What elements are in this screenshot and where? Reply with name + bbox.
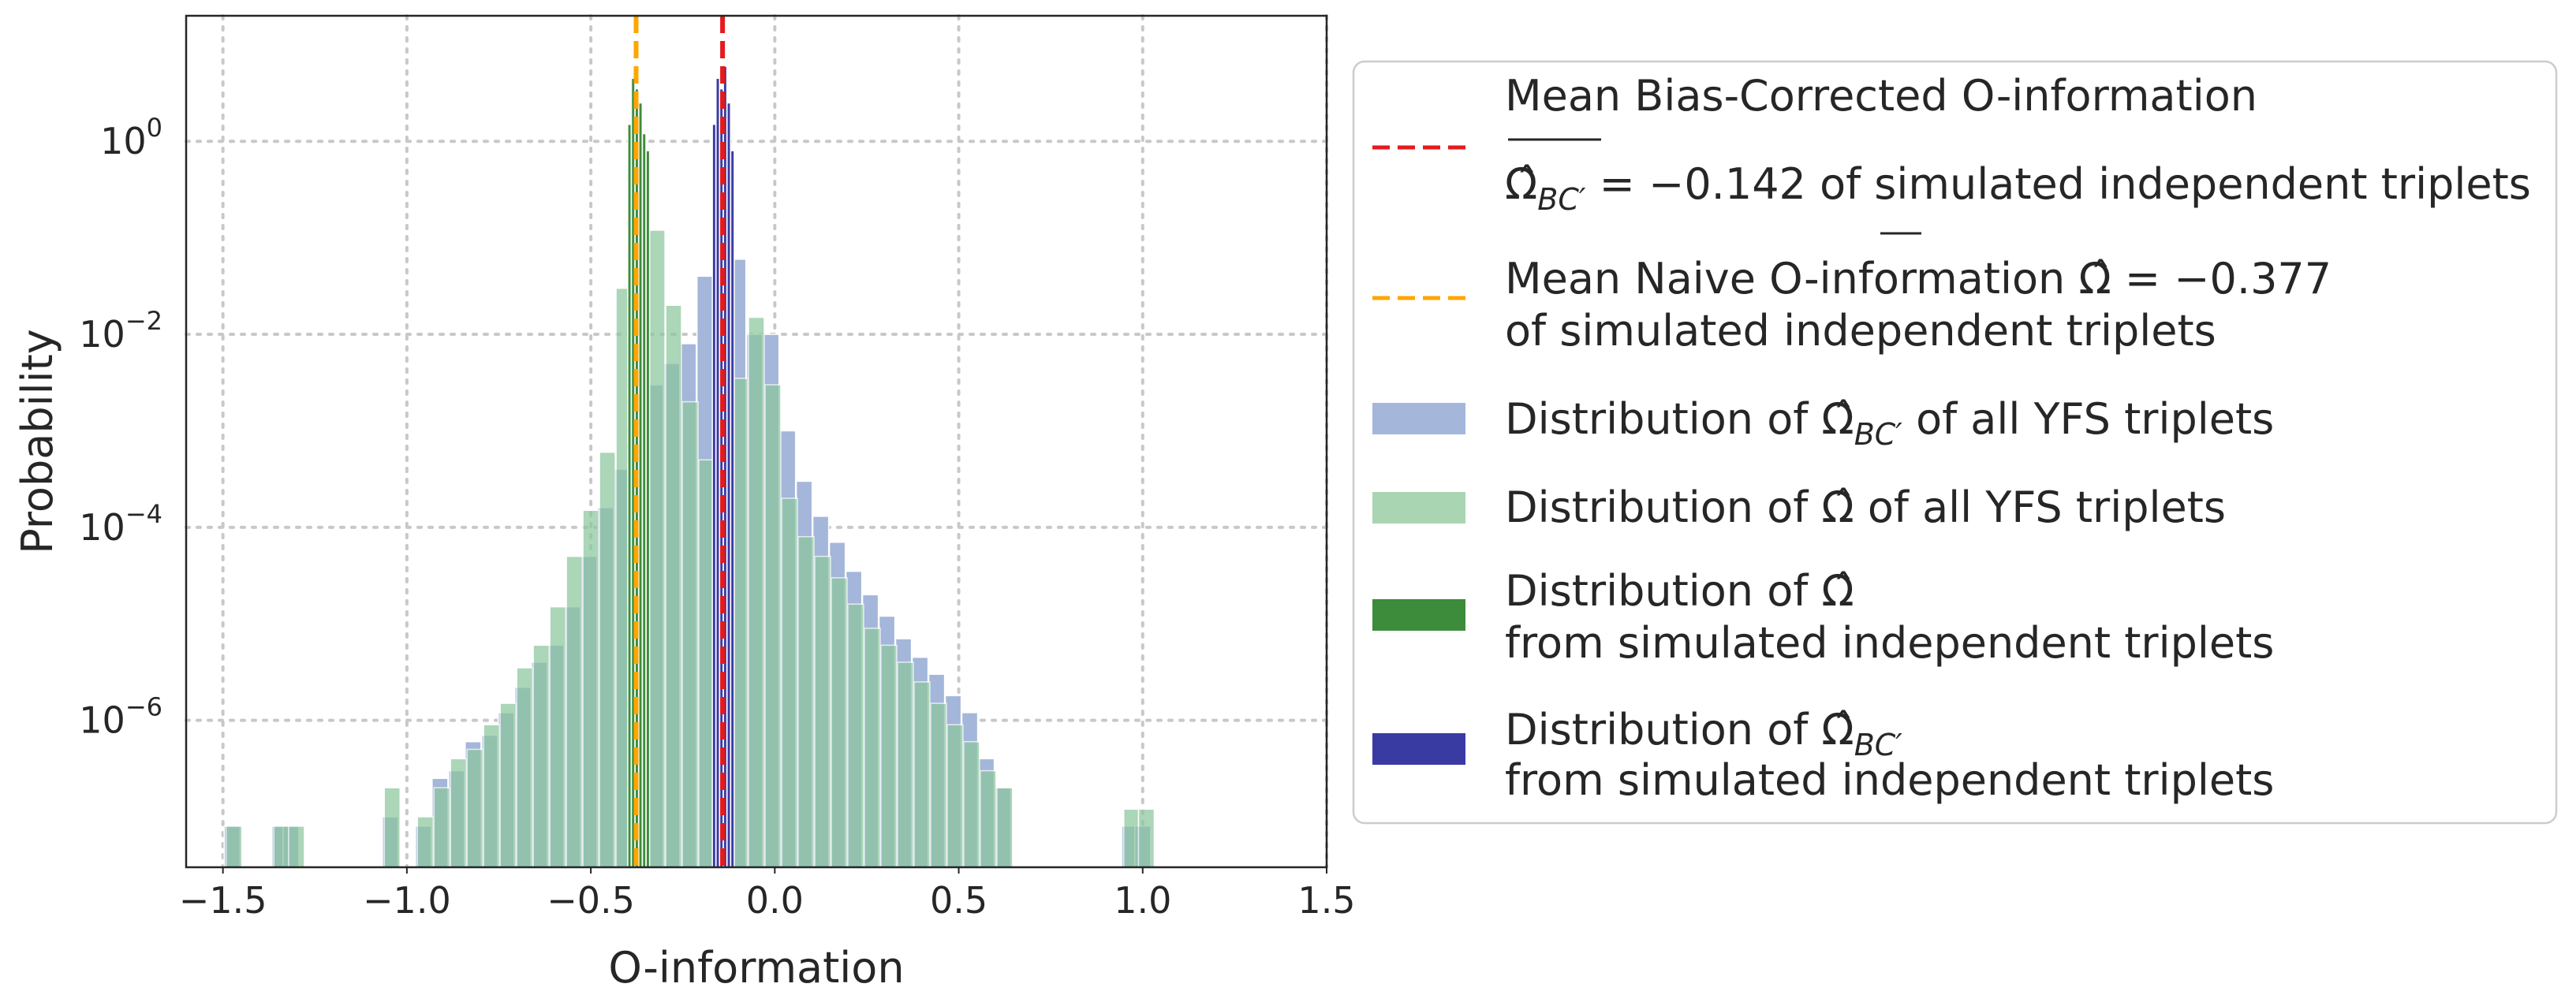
series-naive-sim bbox=[627, 77, 651, 867]
legend-label-bc-sim-line2: from simulated independent triplets bbox=[1505, 755, 2274, 805]
legend-label-bc-yfs: Distribution of Ω̂BC′ of all YFS triplet… bbox=[1505, 394, 2274, 452]
bar-naive-yfs-3 bbox=[383, 787, 401, 867]
histogram-bars bbox=[223, 65, 1155, 867]
bar-naive-yfs-15 bbox=[599, 451, 616, 867]
omega-hat-symbol: Ω̂ bbox=[1821, 566, 1854, 616]
bc-subscript: BC′ bbox=[1537, 182, 1586, 217]
bar-naive-yfs-34 bbox=[913, 681, 931, 867]
legend-frame bbox=[1352, 60, 2558, 825]
y-tick-label-1: 10−4 bbox=[79, 499, 162, 549]
x-tick-label-5: 1.0 bbox=[1114, 879, 1171, 922]
bar-naive-yfs-39 bbox=[996, 787, 1014, 867]
legend-marker-bc-yfs bbox=[1372, 403, 1465, 434]
bar-naive-yfs-19 bbox=[665, 304, 682, 867]
legend: Mean Bias-Corrected O-information Ω̂BC′ … bbox=[1352, 60, 2558, 825]
bar-naive-yfs-10 bbox=[516, 667, 533, 867]
bar-bc-sim-0 bbox=[711, 123, 717, 867]
x-tick-label-6: 1.5 bbox=[1297, 879, 1355, 922]
y-axis-label: Probability bbox=[13, 329, 62, 553]
legend-marker-bc-sim bbox=[1372, 733, 1465, 765]
bar-naive-yfs-4 bbox=[416, 816, 434, 867]
bar-naive-yfs-26 bbox=[781, 497, 798, 867]
bar-naive-yfs-2 bbox=[288, 825, 305, 867]
bar-bc-sim-3 bbox=[722, 65, 728, 867]
omega-hat-symbol: Ω̂ bbox=[2078, 254, 2111, 304]
bar-naive-yfs-13 bbox=[566, 555, 583, 867]
bar-bc-sim-1 bbox=[715, 77, 720, 867]
omega-hat-symbol: Ω̂ bbox=[1821, 394, 1854, 444]
legend-label-naive-yfs: Distribution of Ω̂ of all YFS triplets bbox=[1505, 483, 2226, 532]
omega-hat-symbol: Ω̂ bbox=[1821, 705, 1854, 754]
x-tick-label-3: 0.0 bbox=[746, 879, 804, 922]
bar-naive-yfs-28 bbox=[814, 555, 831, 867]
bar-naive-yfs-11 bbox=[532, 644, 550, 867]
x-tick-label-1: −1.0 bbox=[363, 879, 451, 922]
bar-naive-yfs-37 bbox=[963, 741, 980, 867]
bar-naive-yfs-29 bbox=[831, 577, 848, 867]
omega-hat-symbol: Ω̂ bbox=[1821, 483, 1854, 532]
bar-naive-yfs-0 bbox=[225, 825, 243, 867]
bar-naive-yfs-27 bbox=[797, 535, 815, 867]
legend-label-mean-bc-line1: Mean Bias-Corrected O-information bbox=[1505, 71, 2257, 121]
bar-naive-yfs-5 bbox=[433, 787, 450, 867]
bar-naive-yfs-40 bbox=[1123, 808, 1141, 867]
bar-naive-sim-0 bbox=[627, 123, 633, 867]
legend-label-mean-naive-line2: of simulated independent triplets bbox=[1505, 306, 2216, 356]
series-bc-sim bbox=[711, 65, 735, 867]
legend-label-mean-bc-line2: Ω̂BC′ = −0.142 of simulated independent … bbox=[1505, 159, 2531, 217]
bar-naive-yfs-12 bbox=[549, 605, 566, 867]
bar-naive-sim-5 bbox=[645, 150, 651, 867]
legend-label-naive-sim-line2: from simulated independent triplets bbox=[1505, 618, 2274, 668]
bar-naive-yfs-35 bbox=[930, 702, 947, 867]
y-tick-label-2: 10−2 bbox=[79, 306, 162, 356]
bar-naive-yfs-33 bbox=[897, 661, 914, 867]
bar-naive-yfs-41 bbox=[1137, 808, 1155, 867]
y-tick-label-3: 100 bbox=[100, 113, 162, 162]
x-axis: −1.5 −1.0 −0.5 0.0 0.5 1.0 1.5 bbox=[179, 867, 1356, 922]
y-tick-label-0: 10−6 bbox=[79, 692, 162, 742]
bar-naive-yfs-14 bbox=[582, 509, 599, 867]
bar-naive-yfs-30 bbox=[847, 603, 864, 867]
bar-naive-yfs-24 bbox=[748, 316, 765, 867]
x-axis-label: O-information bbox=[608, 943, 904, 993]
x-tick-label-4: 0.5 bbox=[930, 879, 987, 922]
bar-naive-yfs-25 bbox=[764, 384, 782, 867]
legend-marker-naive-sim bbox=[1372, 599, 1465, 631]
bar-naive-yfs-20 bbox=[681, 401, 699, 867]
bar-naive-yfs-9 bbox=[499, 702, 517, 867]
bar-naive-sim-4 bbox=[641, 132, 647, 867]
bar-naive-yfs-31 bbox=[864, 628, 881, 867]
legend-label-mean-naive-line1: Mean Naive O-information Ω̂ = −0.377 bbox=[1505, 254, 2331, 304]
bar-naive-yfs-18 bbox=[648, 229, 666, 867]
bar-naive-yfs-36 bbox=[946, 724, 964, 867]
bar-bc-sim-4 bbox=[726, 102, 731, 867]
x-tick-label-2: −0.5 bbox=[547, 879, 635, 922]
legend-marker-naive-yfs bbox=[1372, 492, 1465, 523]
bar-naive-yfs-8 bbox=[483, 724, 500, 867]
legend-label-bc-sim-line1: Distribution of Ω̂BC′ bbox=[1505, 705, 1902, 762]
plot-area bbox=[223, 16, 1155, 867]
bar-naive-yfs-6 bbox=[450, 758, 467, 867]
bar-naive-sim-3 bbox=[638, 102, 644, 867]
bar-naive-yfs-38 bbox=[980, 769, 997, 867]
bc-subscript: BC′ bbox=[1854, 417, 1903, 452]
plot-frame bbox=[185, 14, 1328, 869]
mean-lines bbox=[633, 16, 726, 867]
bar-bc-sim-5 bbox=[730, 150, 735, 867]
bar-naive-yfs-7 bbox=[466, 748, 483, 867]
bc-subscript: BC′ bbox=[1854, 728, 1903, 762]
bar-naive-yfs-1 bbox=[273, 825, 291, 867]
omega-hat-symbol: Ω̂ bbox=[1505, 159, 1537, 209]
bar-naive-yfs-32 bbox=[880, 644, 898, 867]
y-axis: 10−6 10−4 10−2 100 bbox=[79, 113, 162, 741]
legend-label-naive-sim-line1: Distribution of Ω̂ bbox=[1505, 566, 1854, 616]
x-tick-label-0: −1.5 bbox=[179, 879, 267, 922]
